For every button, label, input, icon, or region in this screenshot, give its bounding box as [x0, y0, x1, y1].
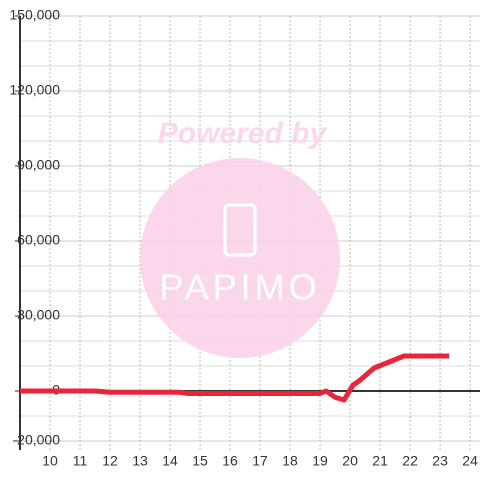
watermark-text: PAPIMO: [159, 267, 320, 308]
x-tick-label: 22: [402, 453, 418, 469]
line: [20, 353, 450, 403]
x-tick-label: 21: [372, 453, 388, 469]
x-tick-label: 16: [222, 453, 238, 469]
x-tick-label: 12: [102, 453, 118, 469]
x-tick-label: 20: [342, 453, 358, 469]
x-tick-label: 23: [432, 453, 448, 469]
x-tick-label: 18: [282, 453, 298, 469]
watermark-phone: [223, 203, 257, 257]
x-tick-label: 14: [162, 453, 178, 469]
y-tick-label: 30,000: [17, 307, 60, 323]
watermark-text: Powered by: [158, 117, 328, 150]
x-tick-label: 19: [312, 453, 328, 469]
watermark: Powered by PAPIMO: [140, 117, 340, 358]
y-tick-label: 60,000: [17, 232, 60, 248]
x-tick-label: 15: [192, 453, 208, 469]
watermark-circle: [140, 158, 340, 358]
y-tick-label: 150,000: [9, 7, 60, 23]
x-tick-label: 17: [252, 453, 268, 469]
y-tick-label: 120,000: [9, 82, 60, 98]
x-tick-label: 11: [73, 453, 88, 469]
x-tick-label: 13: [132, 453, 148, 469]
x-tick-label: 24: [462, 453, 478, 469]
y-tick-label: -20,000: [13, 432, 61, 448]
y-tick-label: 90,000: [17, 157, 60, 173]
x-tick-label: 10: [42, 453, 58, 469]
